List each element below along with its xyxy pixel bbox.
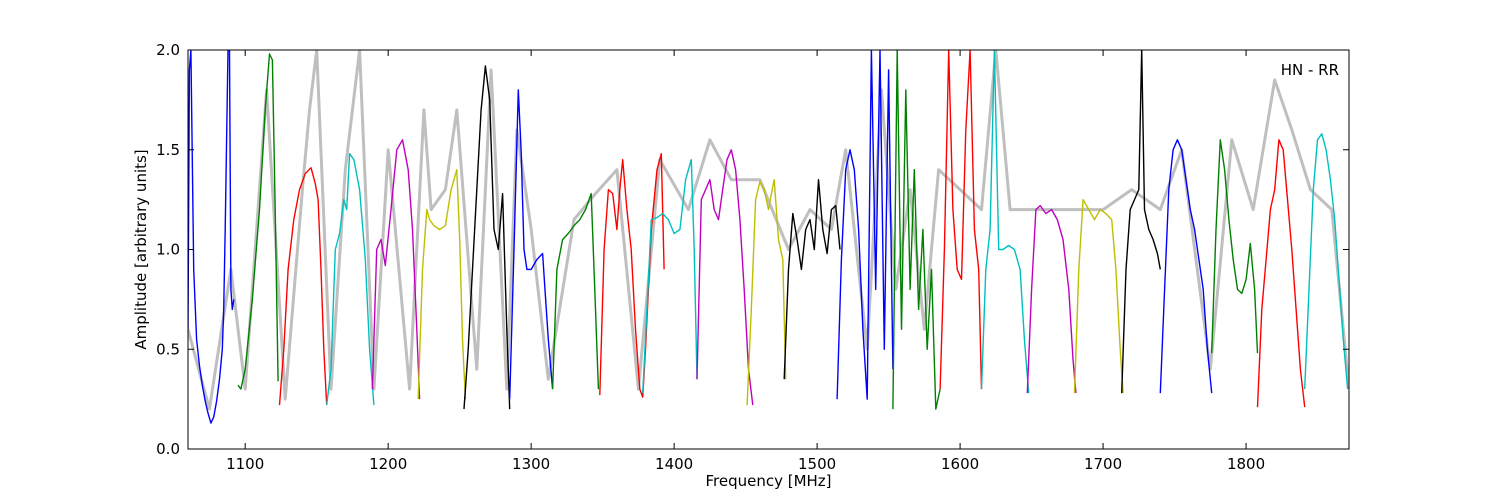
series-line-17 xyxy=(939,50,983,390)
series-line-3 xyxy=(278,167,328,406)
series-line-21 xyxy=(1121,50,1161,394)
y-tick-label: 1.0 xyxy=(156,241,180,259)
series-layer xyxy=(188,50,1349,424)
x-tick-label: 1500 xyxy=(798,455,836,473)
series-line-25 xyxy=(1304,133,1349,390)
x-tick-label: 1200 xyxy=(369,455,407,473)
series-line-1 xyxy=(188,50,235,424)
series-line-4 xyxy=(326,153,375,406)
series-line-22 xyxy=(1159,139,1213,394)
chart-annotation: HN - RR xyxy=(1281,61,1339,79)
series-line-13 xyxy=(746,179,787,406)
x-tick-label: 1600 xyxy=(941,455,979,473)
series-line-24 xyxy=(1256,139,1306,408)
y-tick-label: 0.5 xyxy=(156,340,180,358)
series-line-9 xyxy=(551,192,600,390)
series-line-7 xyxy=(463,65,511,410)
y-tick-label: 1.5 xyxy=(156,141,180,159)
y-tick-label: 0.0 xyxy=(156,440,180,458)
x-tick-label: 1700 xyxy=(1084,455,1122,473)
x-tick-label: 1300 xyxy=(512,455,550,473)
series-line-19 xyxy=(1026,204,1077,394)
y-tick-label: 2.0 xyxy=(156,41,180,59)
series-line-15 xyxy=(836,50,894,400)
series-line-12 xyxy=(696,149,754,406)
series-line-8 xyxy=(509,89,554,400)
series-line-11 xyxy=(642,159,698,394)
series-line-23 xyxy=(1211,139,1259,354)
series-line-6 xyxy=(417,169,467,400)
x-axis-label: Frequency [MHz] xyxy=(705,472,831,490)
series-line-2 xyxy=(237,53,279,390)
y-axis-label: Amplitude [arbitrary units] xyxy=(132,149,150,349)
ticks-layer: 1100 1200 1300 1400 1500 1600 1700 1800 0.0 0.5 1.… xyxy=(156,41,1349,473)
x-tick-label: 1400 xyxy=(655,455,693,473)
background-series-layer xyxy=(188,50,1349,411)
series-line-5 xyxy=(371,139,421,400)
series-line-10 xyxy=(599,153,665,398)
series-line-14 xyxy=(783,179,841,380)
x-tick-label: 1800 xyxy=(1227,455,1265,473)
background-series-line xyxy=(188,50,1349,411)
series-line-20 xyxy=(1073,198,1124,394)
series-line-16 xyxy=(892,50,941,410)
x-tick-label: 1100 xyxy=(226,455,264,473)
series-line-18 xyxy=(980,50,1030,394)
